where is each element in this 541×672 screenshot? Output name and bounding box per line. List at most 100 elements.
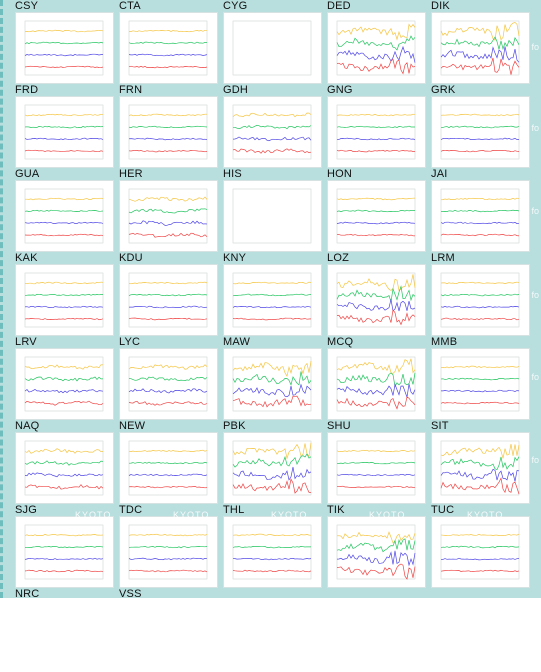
station-thumb-nrc[interactable]: NRC — [13, 588, 117, 672]
trace-d — [336, 209, 416, 213]
station-thumb-grk[interactable]: GRK — [429, 84, 533, 168]
station-code: TUC — [431, 504, 455, 516]
magnetogram-svg — [336, 188, 416, 244]
trace-z — [440, 305, 520, 309]
station-thumb-new[interactable]: NEW — [117, 420, 221, 504]
magnetogram-plot — [223, 96, 322, 168]
station-thumb-pbk[interactable]: PBK — [221, 420, 325, 504]
station-code: LYC — [119, 336, 141, 348]
trace-d — [128, 125, 208, 129]
trace-f — [128, 569, 208, 573]
trace-z — [128, 53, 208, 57]
station-code: CSY — [15, 0, 39, 12]
trace-d — [336, 538, 416, 553]
station-thumb-lrm[interactable]: LRM — [429, 252, 533, 336]
trace-f — [24, 400, 104, 406]
magnetogram-plot — [119, 12, 218, 84]
trace-z — [232, 466, 312, 481]
station-thumb-kak[interactable]: KAK — [13, 252, 117, 336]
station-thumb-jai[interactable]: JAI — [429, 168, 533, 252]
trace-z — [336, 383, 416, 398]
station-thumb-mcq[interactable]: MCQ — [325, 336, 429, 420]
station-thumb-tdc[interactable]: TDC — [117, 504, 221, 588]
station-thumb-mmb[interactable]: MMB — [429, 336, 533, 420]
plot-frame — [128, 104, 208, 160]
trace-f — [336, 563, 416, 580]
magnetogram-svg — [24, 104, 104, 160]
trace-h — [232, 281, 312, 285]
magnetogram-plot — [223, 180, 322, 252]
station-thumb-his[interactable]: HIS — [221, 168, 325, 252]
magnetogram-svg — [336, 356, 416, 412]
station-thumb-gng[interactable]: GNG — [325, 84, 429, 168]
trace-f — [440, 401, 520, 405]
station-thumb-ded[interactable]: DED — [325, 0, 429, 84]
trace-d — [128, 208, 208, 214]
station-thumb-her[interactable]: HER — [117, 168, 221, 252]
station-thumb-shu[interactable]: SHU — [325, 420, 429, 504]
station-thumb-hon[interactable]: HON — [325, 168, 429, 252]
station-code: HON — [327, 168, 353, 180]
trace-d — [24, 41, 104, 45]
trace-f — [24, 65, 104, 69]
plot-frame — [128, 272, 208, 328]
magnetogram-svg — [440, 272, 520, 328]
station-thumb-frd[interactable]: FRD — [13, 84, 117, 168]
station-thumb-csy[interactable]: CSY — [13, 0, 117, 84]
station-thumb-sjg[interactable]: SJG — [13, 504, 117, 588]
plot-frame — [128, 524, 208, 580]
station-thumb-thl[interactable]: THL — [221, 504, 325, 588]
trace-z — [232, 383, 312, 398]
station-code: FRN — [119, 84, 143, 96]
trace-f — [440, 57, 520, 75]
station-thumb-vss[interactable]: VSS — [117, 588, 221, 672]
plot-frame — [336, 188, 416, 244]
magnetogram-plot — [327, 264, 426, 336]
trace-h — [128, 113, 207, 117]
trace-d — [336, 285, 416, 302]
trace-d — [441, 209, 520, 213]
plot-frame — [440, 104, 520, 160]
station-thumb-cta[interactable]: CTA — [117, 0, 221, 84]
station-thumb-cyg[interactable]: CYG — [221, 0, 325, 84]
trace-z — [440, 468, 520, 482]
station-thumb-tik[interactable]: TIK — [325, 504, 429, 588]
station-thumb-gua[interactable]: GUA — [13, 168, 117, 252]
trace-f — [128, 149, 208, 153]
station-thumb-kdu[interactable]: KDU — [117, 252, 221, 336]
trace-z — [232, 305, 312, 309]
station-thumb-lyc[interactable]: LYC — [117, 336, 221, 420]
station-code: VSS — [119, 588, 142, 600]
trace-h — [440, 533, 520, 537]
trace-h — [24, 281, 104, 285]
station-thumb-gdh[interactable]: GDH — [221, 84, 325, 168]
station-thumb-loz[interactable]: LOZ — [325, 252, 429, 336]
station-thumb-dik[interactable]: DIK — [429, 0, 533, 84]
trace-z — [128, 557, 208, 561]
trace-z — [336, 221, 416, 225]
magnetogram-svg — [232, 20, 312, 76]
station-thumb-tuc[interactable]: TUC — [429, 504, 533, 588]
plot-frame — [232, 272, 312, 328]
trace-d — [128, 376, 208, 381]
station-code: PBK — [223, 420, 246, 432]
station-thumb-naq[interactable]: NAQ — [13, 420, 117, 504]
station-thumb-kny[interactable]: KNY — [221, 252, 325, 336]
station-thumb-lrv[interactable]: LRV — [13, 336, 117, 420]
station-code: LRV — [15, 336, 37, 348]
trace-f — [128, 317, 208, 321]
station-thumb-maw[interactable]: MAW — [221, 336, 325, 420]
plot-frame — [440, 188, 520, 244]
trace-h — [128, 281, 208, 285]
trace-f — [440, 569, 520, 573]
magnetogram-svg — [336, 104, 416, 160]
station-code: MMB — [431, 336, 458, 348]
magnetogram-plot — [223, 348, 322, 420]
station-thumb-sit[interactable]: SIT — [429, 420, 533, 504]
station-code: MCQ — [327, 336, 354, 348]
trace-h — [336, 197, 416, 201]
trace-d — [336, 125, 415, 129]
plot-frame — [232, 104, 312, 160]
station-thumb-frn[interactable]: FRN — [117, 84, 221, 168]
trace-h — [336, 113, 416, 117]
